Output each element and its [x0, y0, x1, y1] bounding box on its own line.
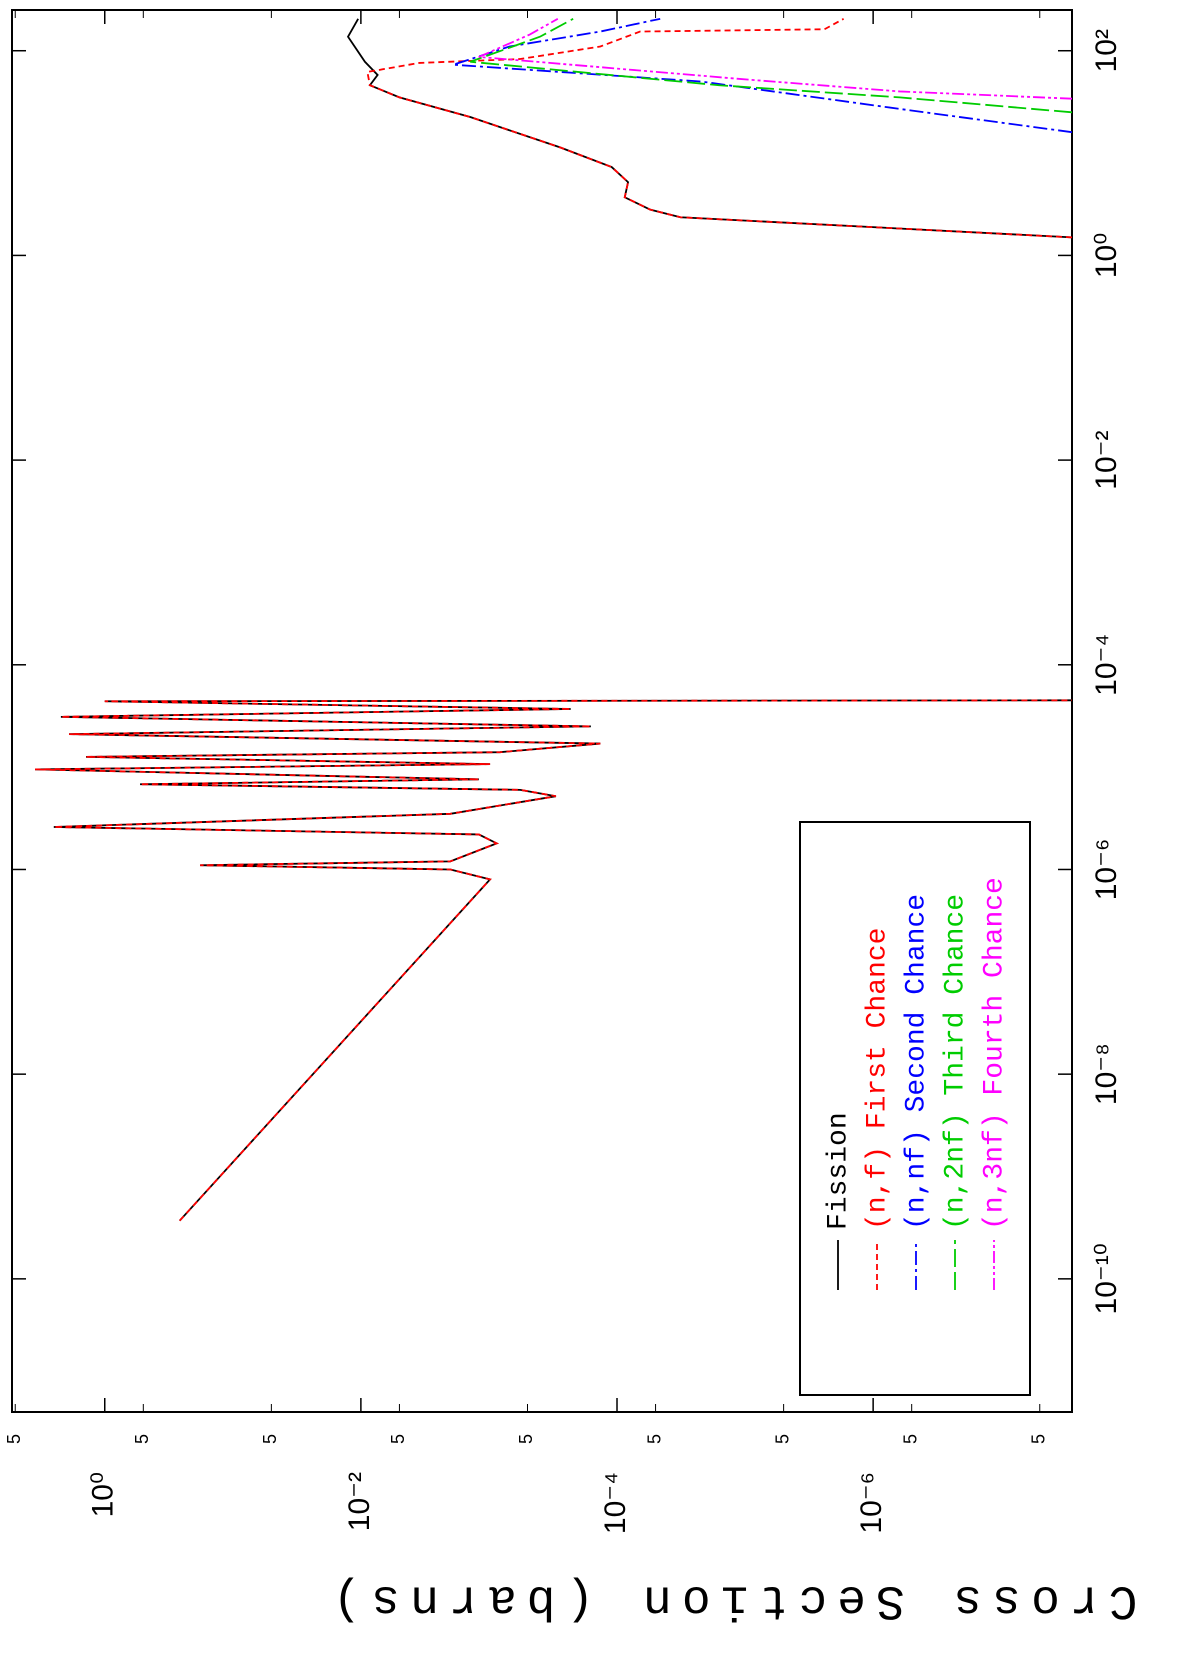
y-tick-label: 10⁰	[87, 1472, 120, 1517]
legend-label: (n,nf) Second Chance	[901, 894, 932, 1230]
plot-area: Cross Section (barns) 10⁻¹⁰ 10⁻⁸ 10⁻⁶ 10⁻⁴ 1…	[4, 9, 1138, 1626]
y-tick-label: 10⁻²	[343, 1472, 376, 1531]
x-tick-label: 10⁰	[1090, 233, 1123, 278]
legend-label: (n,f) First Chance	[862, 928, 893, 1230]
x-tick-label: 10⁻⁴	[1090, 634, 1123, 696]
series-line	[469, 18, 1072, 114]
legend-box	[799, 821, 1031, 1396]
x-tick-label: 10⁻¹⁰	[1090, 1243, 1123, 1314]
legend-label: (n,2nf) Third Chance	[940, 894, 971, 1230]
y-axis-label: Cross Section (barns)	[323, 1572, 1138, 1626]
x-tick-label: 10⁻⁸	[1090, 1043, 1123, 1105]
series-line	[478, 18, 1072, 100]
y-tick-label: 10⁻⁴	[599, 1472, 632, 1534]
series-line	[452, 17, 1072, 134]
y-minor-tick-label: 5	[772, 1434, 792, 1444]
legend-label: (n,3nf) Fourth Chance	[979, 877, 1010, 1230]
series-line	[35, 18, 1072, 1222]
x-tick-label: 10⁻²	[1090, 430, 1123, 489]
y-tick-label: 10⁻⁶	[855, 1472, 888, 1534]
y-minor-tick-label: 5	[900, 1434, 920, 1444]
curves	[35, 17, 1072, 1222]
y-minor-tick-label: 5	[516, 1434, 536, 1444]
y-minor-tick-label: 5	[644, 1434, 664, 1444]
plot-frame	[11, 9, 1073, 1413]
y-minor-tick-label: 5	[4, 1434, 24, 1444]
x-tick-label: 10⁻⁶	[1090, 839, 1123, 901]
y-minor-tick-label: 5	[132, 1434, 152, 1444]
y-minor-tick-label: 5	[388, 1434, 408, 1444]
y-minor-tick-label: 5	[260, 1434, 280, 1444]
y-minor-tick-label: 5	[1029, 1434, 1049, 1444]
x-tick-label: 10²	[1090, 29, 1123, 72]
legend-label: Fission	[823, 1112, 854, 1230]
